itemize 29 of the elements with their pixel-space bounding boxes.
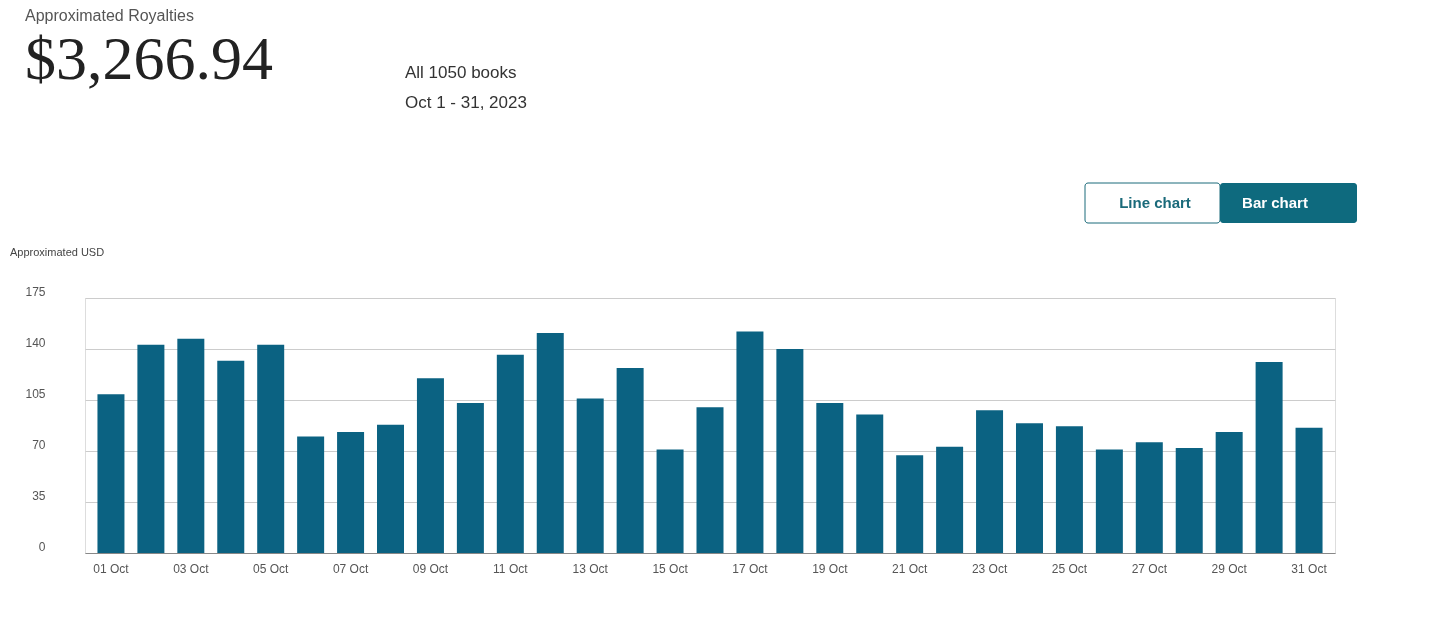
text: Bar chart [1242,194,1308,211]
y-axis-title: Approximated USD [10,246,105,258]
chart-subtitle: $3,266.94 [25,24,273,92]
y-tick-label: 105 [25,386,46,401]
text: Line chart [1119,194,1191,211]
y-tick-label: 35 [32,488,46,503]
x-tick-label: 03 Oct [173,561,210,576]
x-tick-label: 29 Oct [1211,561,1248,576]
x-tick-label: 31 Oct [1291,561,1328,576]
x-tick-label: 13 Oct [572,561,609,576]
x-tick-label: 11 Oct [493,561,529,576]
text: All 1050 books [405,63,517,82]
y-tick-label: 140 [25,335,46,350]
x-tick-label: 05 Oct [253,561,290,576]
x-tick-label: 01 Oct [93,561,130,576]
x-tick-label: 09 Oct [412,561,449,576]
text: Oct 1 - 31, 2023 [405,93,527,112]
x-tick-label: 25 Oct [1051,561,1088,576]
y-tick-label: 175 [25,284,46,299]
y-tick-label: 0 [38,539,46,554]
x-tick-label: 19 Oct [812,561,849,576]
x-tick-label: 15 Oct [652,561,689,576]
x-tick-label: 07 Oct [332,561,369,576]
x-tick-label: 23 Oct [971,561,1008,576]
x-tick-label: 27 Oct [1131,561,1168,576]
x-tick-label: 17 Oct [732,561,769,576]
chart-title: Approximated Royalties [25,7,194,24]
y-tick-label: 70 [32,437,46,452]
x-tick-label: 21 Oct [892,561,929,576]
